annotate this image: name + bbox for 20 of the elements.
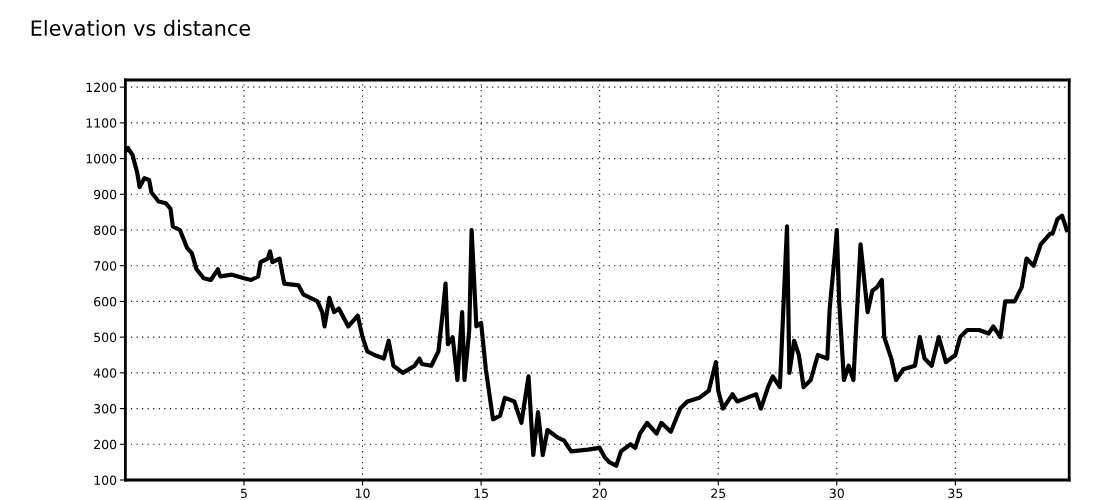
y-tick-label: 800 <box>94 225 117 235</box>
y-tick-label: 900 <box>93 189 117 200</box>
x-tick-label: 15 <box>474 488 488 499</box>
x-tick-label: 35 <box>948 488 963 499</box>
x-tick-label: 30 <box>829 488 844 499</box>
y-tick-label: 500 <box>94 332 117 343</box>
y-tick-label: 100 <box>94 475 117 485</box>
y-tick-label: 1100 <box>86 118 117 128</box>
chart-title: Elevation vs distance <box>31 19 251 36</box>
y-tick-label: 700 <box>94 261 117 271</box>
y-tick-label: 200 <box>94 439 117 450</box>
y-tick-label: 1000 <box>86 154 117 164</box>
x-tick-label: 25 <box>711 488 726 499</box>
x-tick-label: 10 <box>355 488 370 499</box>
y-tick-label: 600 <box>94 296 117 307</box>
y-tick-label: 400 <box>93 368 117 378</box>
y-tick-label: 300 <box>94 404 117 414</box>
x-tick-label: 20 <box>592 488 607 499</box>
y-tick-label: 1200 <box>86 82 117 93</box>
x-tick-label: 5 <box>240 488 247 499</box>
